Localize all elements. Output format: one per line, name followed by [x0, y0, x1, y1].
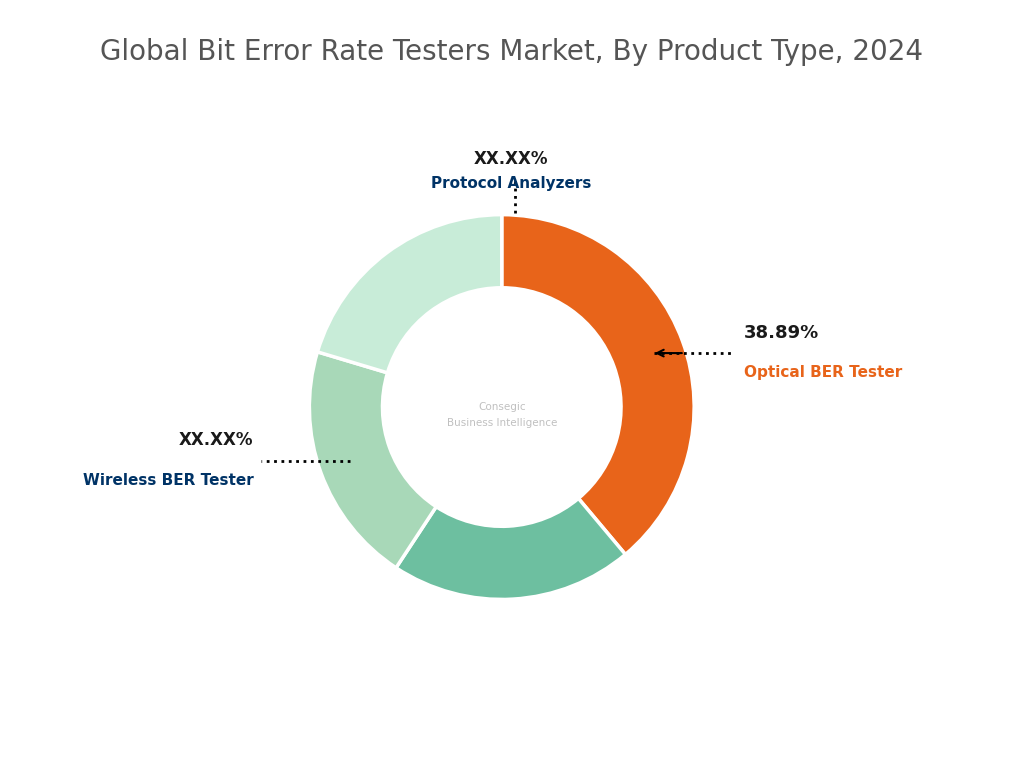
Text: Optical BER Tester: Optical BER Tester — [744, 365, 902, 379]
Text: 38.89%: 38.89% — [744, 323, 819, 342]
Wedge shape — [309, 352, 436, 568]
Text: Protocol Analyzers: Protocol Analyzers — [431, 176, 592, 191]
Text: XX.XX%: XX.XX% — [474, 151, 549, 168]
Text: Wireless BER Tester: Wireless BER Tester — [83, 472, 254, 488]
Text: XX.XX%: XX.XX% — [179, 432, 254, 449]
Text: Global Bit Error Rate Testers Market, By Product Type, 2024: Global Bit Error Rate Testers Market, By… — [100, 38, 924, 66]
Wedge shape — [396, 498, 626, 600]
Wedge shape — [317, 214, 502, 372]
Wedge shape — [502, 214, 694, 554]
Text: Consegic
Business Intelligence: Consegic Business Intelligence — [446, 402, 557, 428]
